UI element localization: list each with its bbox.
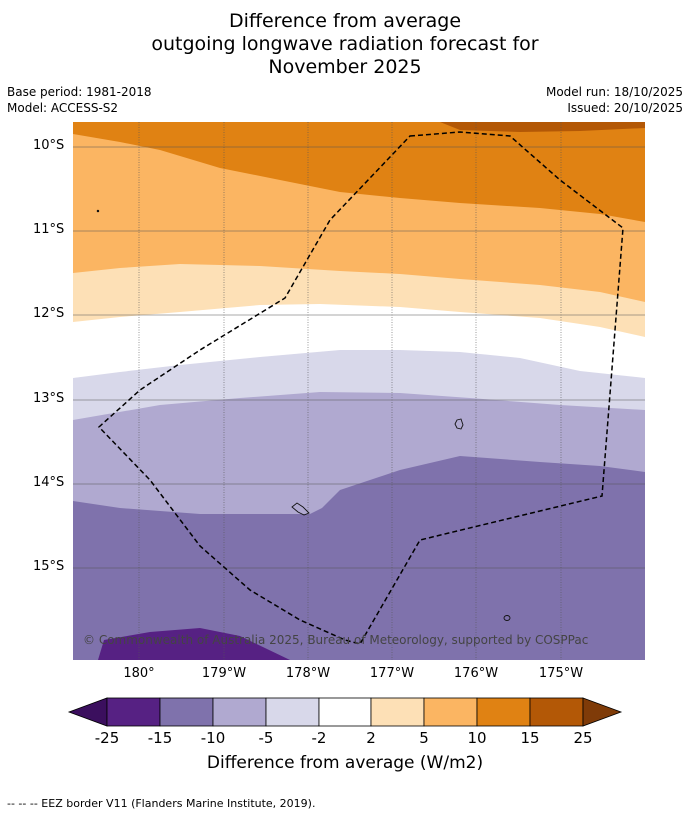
lon-label: 176°W <box>453 666 499 681</box>
lon-label: 175°W <box>538 666 584 681</box>
island-north <box>96 209 100 213</box>
colorbar-tick: -15 <box>147 729 173 747</box>
colorbar-tick: 5 <box>419 729 429 747</box>
graticule <box>73 122 645 660</box>
colorbar-segment <box>265 697 320 727</box>
colorbar-segment <box>529 697 584 727</box>
lat-label: 13°S <box>33 391 65 406</box>
colorbar-segment <box>159 697 214 727</box>
title-line-1: Difference from average <box>228 10 462 32</box>
colorbar-segment <box>106 697 161 727</box>
copyright-notice: © Commonwealth of Australia 2025, Bureau… <box>83 633 589 647</box>
colorbar-segment <box>423 697 478 727</box>
lat-label: 10°S <box>33 138 65 153</box>
lat-label: 12°S <box>33 306 65 321</box>
lat-label: 15°S <box>33 559 65 574</box>
colorbar <box>67 697 623 727</box>
base-period: Base period: 1981-2018 <box>7 85 152 99</box>
band-p15-25 <box>98 628 290 660</box>
colorbar-extend-high <box>582 697 623 727</box>
colorbar-extend-low <box>67 697 108 727</box>
colorbar-tick: -2 <box>311 729 327 747</box>
title-line-2: outgoing longwave radiation forecast for <box>151 33 539 55</box>
island-east <box>454 418 464 430</box>
issued-date: Issued: 20/10/2025 <box>567 101 683 115</box>
lon-label: 178°W <box>285 666 331 681</box>
band-o15-25 <box>440 122 645 132</box>
lon-label: 177°W <box>369 666 415 681</box>
eez-footnote: -- -- -- EEZ border V11 (Flanders Marine… <box>7 797 316 810</box>
colorbar-tick: 2 <box>366 729 376 747</box>
model-run: Model run: 18/10/2025 <box>545 85 683 99</box>
colorbar-segment <box>212 697 267 727</box>
colorbar-segment <box>370 697 425 727</box>
title-line-3: November 2025 <box>268 56 422 78</box>
colorbar-tick: 25 <box>573 729 593 747</box>
lon-label: 180° <box>123 666 155 681</box>
lon-label: 179°W <box>201 666 247 681</box>
anomaly-field <box>73 122 645 660</box>
colorbar-tick: 15 <box>520 729 540 747</box>
parallels <box>73 146 645 569</box>
islands <box>96 209 511 621</box>
model-name: Model: ACCESS-S2 <box>7 101 119 115</box>
colorbar-tick: 10 <box>467 729 487 747</box>
colorbar-tick: -10 <box>200 729 226 747</box>
island-west <box>291 502 310 516</box>
lat-label: 11°S <box>33 222 65 237</box>
colorbar-title: Difference from average (W/m2) <box>206 753 484 773</box>
lat-label: 14°S <box>33 475 65 490</box>
colorbar-tick: -5 <box>258 729 274 747</box>
colorbar-segment <box>476 697 531 727</box>
colorbar-tick: -25 <box>94 729 120 747</box>
island-south <box>503 615 511 621</box>
colorbar-segment <box>318 697 372 727</box>
meridians <box>138 122 562 660</box>
